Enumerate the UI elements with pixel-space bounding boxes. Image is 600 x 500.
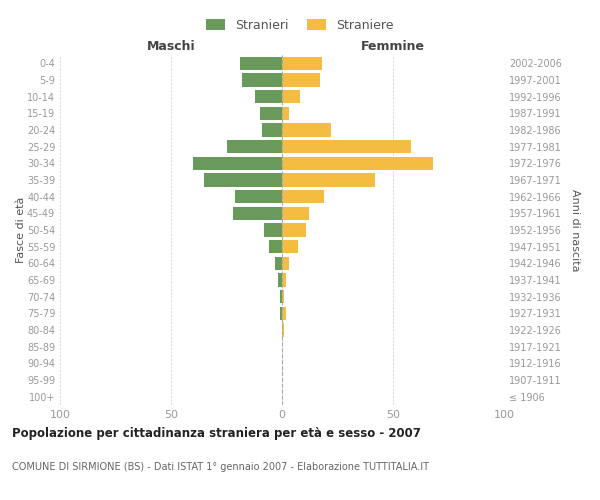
Bar bbox=[269, 240, 282, 254]
Bar bbox=[262, 124, 282, 136]
Bar bbox=[280, 306, 282, 320]
Bar bbox=[282, 306, 286, 320]
Bar bbox=[264, 224, 282, 236]
Text: Popolazione per cittadinanza straniera per età e sesso - 2007: Popolazione per cittadinanza straniera p… bbox=[12, 428, 421, 440]
Bar bbox=[282, 274, 286, 286]
Bar bbox=[275, 256, 282, 270]
Bar bbox=[227, 140, 282, 153]
Bar bbox=[282, 56, 322, 70]
Bar bbox=[204, 174, 282, 186]
Bar bbox=[240, 56, 282, 70]
Bar bbox=[282, 224, 307, 236]
Bar bbox=[282, 156, 433, 170]
Bar bbox=[242, 74, 282, 86]
Bar bbox=[282, 240, 298, 254]
Bar bbox=[282, 90, 300, 104]
Bar bbox=[282, 74, 320, 86]
Bar bbox=[282, 190, 324, 203]
Bar bbox=[233, 206, 282, 220]
Text: Femmine: Femmine bbox=[361, 40, 425, 54]
Bar bbox=[282, 324, 284, 336]
Bar bbox=[282, 106, 289, 120]
Text: COMUNE DI SIRMIONE (BS) - Dati ISTAT 1° gennaio 2007 - Elaborazione TUTTITALIA.I: COMUNE DI SIRMIONE (BS) - Dati ISTAT 1° … bbox=[12, 462, 429, 472]
Bar bbox=[282, 256, 289, 270]
Y-axis label: Anni di nascita: Anni di nascita bbox=[570, 188, 580, 271]
Bar bbox=[282, 290, 284, 304]
Bar bbox=[193, 156, 282, 170]
Bar bbox=[260, 106, 282, 120]
Bar bbox=[256, 90, 282, 104]
Bar bbox=[282, 174, 375, 186]
Bar bbox=[282, 206, 308, 220]
Bar bbox=[280, 290, 282, 304]
Bar bbox=[235, 190, 282, 203]
Y-axis label: Fasce di età: Fasce di età bbox=[16, 197, 26, 263]
Bar bbox=[282, 140, 411, 153]
Bar bbox=[282, 124, 331, 136]
Bar bbox=[278, 274, 282, 286]
Legend: Stranieri, Straniere: Stranieri, Straniere bbox=[202, 14, 398, 37]
Text: Maschi: Maschi bbox=[146, 40, 196, 54]
